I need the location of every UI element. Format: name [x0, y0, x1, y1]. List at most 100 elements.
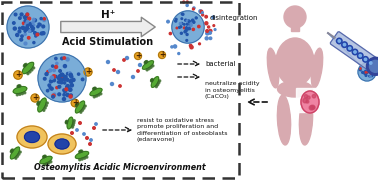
Circle shape — [183, 24, 185, 25]
Circle shape — [189, 28, 191, 30]
Circle shape — [60, 57, 63, 60]
Circle shape — [58, 93, 60, 96]
Circle shape — [20, 13, 23, 16]
Circle shape — [119, 85, 121, 87]
FancyArrowPatch shape — [61, 17, 155, 37]
Circle shape — [36, 33, 39, 36]
Circle shape — [24, 19, 27, 22]
Circle shape — [169, 32, 172, 35]
Circle shape — [29, 22, 32, 25]
Circle shape — [73, 122, 75, 124]
Circle shape — [71, 132, 73, 134]
Circle shape — [31, 94, 39, 102]
Circle shape — [59, 70, 61, 72]
Circle shape — [152, 78, 153, 80]
Circle shape — [38, 54, 86, 102]
FancyBboxPatch shape — [330, 32, 378, 72]
Circle shape — [79, 150, 81, 152]
Circle shape — [25, 27, 28, 29]
Circle shape — [183, 27, 185, 29]
Circle shape — [187, 28, 189, 30]
Circle shape — [81, 78, 84, 81]
Circle shape — [187, 25, 189, 26]
Circle shape — [205, 37, 208, 40]
Circle shape — [63, 94, 65, 96]
Circle shape — [26, 23, 28, 26]
Circle shape — [349, 47, 351, 50]
Circle shape — [81, 158, 83, 160]
Circle shape — [144, 62, 146, 64]
Circle shape — [70, 74, 72, 77]
Circle shape — [68, 72, 71, 74]
Circle shape — [343, 43, 346, 46]
Circle shape — [32, 27, 34, 29]
Circle shape — [44, 107, 46, 109]
Ellipse shape — [55, 139, 69, 149]
Circle shape — [184, 19, 187, 21]
Circle shape — [358, 63, 376, 81]
Circle shape — [43, 109, 45, 111]
Circle shape — [14, 13, 17, 16]
Circle shape — [342, 42, 347, 48]
Circle shape — [185, 30, 187, 32]
Circle shape — [83, 107, 85, 109]
Circle shape — [44, 155, 46, 157]
Circle shape — [181, 22, 183, 24]
Ellipse shape — [277, 81, 313, 97]
Circle shape — [304, 95, 308, 98]
Circle shape — [12, 149, 14, 151]
Circle shape — [206, 32, 209, 35]
Ellipse shape — [267, 48, 279, 88]
Circle shape — [22, 22, 25, 24]
Circle shape — [363, 57, 368, 62]
Circle shape — [94, 87, 96, 89]
Circle shape — [55, 66, 57, 68]
Circle shape — [89, 143, 91, 145]
Circle shape — [17, 155, 19, 157]
Ellipse shape — [277, 95, 291, 145]
Circle shape — [69, 80, 72, 83]
Circle shape — [174, 45, 177, 48]
Circle shape — [49, 87, 51, 89]
Text: resist to oxidative stress
promote proliferation and
differentiation of osteobla: resist to oxidative stress promote proli… — [137, 118, 228, 142]
Circle shape — [61, 73, 64, 76]
Circle shape — [189, 23, 191, 25]
Circle shape — [150, 80, 153, 82]
Text: +: + — [135, 51, 141, 60]
Circle shape — [148, 68, 150, 70]
Circle shape — [60, 79, 62, 81]
Circle shape — [371, 74, 372, 75]
Circle shape — [65, 88, 68, 91]
Text: +: + — [159, 50, 165, 59]
Circle shape — [156, 84, 159, 86]
Text: +: + — [15, 70, 21, 79]
Circle shape — [152, 65, 154, 67]
Circle shape — [48, 84, 51, 87]
Text: H⁺: H⁺ — [101, 10, 115, 20]
Circle shape — [84, 68, 92, 76]
Circle shape — [151, 79, 153, 81]
Circle shape — [364, 58, 367, 60]
Circle shape — [50, 87, 53, 90]
Circle shape — [19, 85, 21, 87]
Circle shape — [62, 79, 64, 81]
Circle shape — [77, 103, 79, 105]
Circle shape — [190, 24, 192, 26]
Circle shape — [69, 88, 72, 91]
Circle shape — [32, 21, 34, 23]
Circle shape — [40, 32, 43, 35]
Circle shape — [366, 57, 378, 75]
Circle shape — [178, 27, 180, 28]
Circle shape — [50, 77, 53, 80]
Circle shape — [33, 18, 35, 21]
Circle shape — [26, 13, 29, 16]
Circle shape — [63, 57, 65, 59]
Circle shape — [76, 104, 77, 106]
Circle shape — [58, 75, 60, 78]
Circle shape — [57, 81, 60, 83]
Circle shape — [24, 33, 26, 35]
Circle shape — [366, 72, 368, 74]
Circle shape — [69, 73, 72, 76]
Circle shape — [93, 88, 95, 90]
Circle shape — [186, 26, 188, 28]
